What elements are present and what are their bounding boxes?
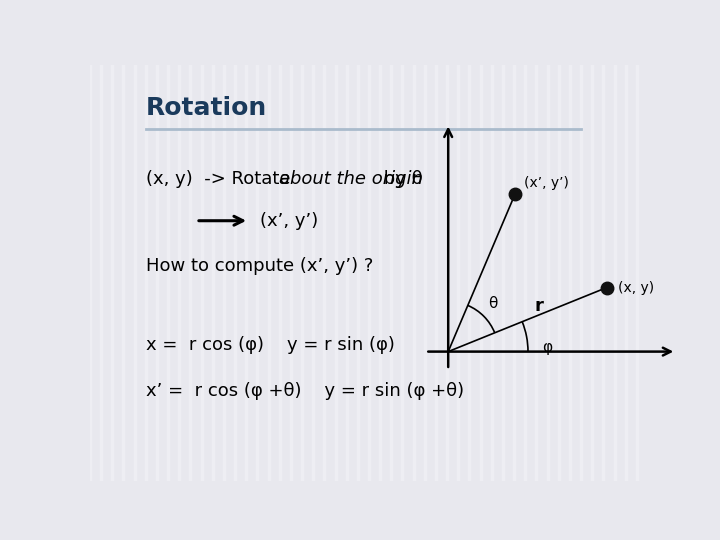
Text: φ: φ [541, 340, 552, 354]
Text: (x’, y’): (x’, y’) [524, 176, 569, 190]
Text: Rotation: Rotation [145, 97, 267, 120]
Text: (x, y)  -> Rotate: (x, y) -> Rotate [145, 170, 296, 188]
Text: about the origin: about the origin [279, 170, 423, 188]
Text: (x, y): (x, y) [618, 281, 654, 294]
Text: x =  r cos (φ)    y = r sin (φ): x = r cos (φ) y = r sin (φ) [145, 336, 395, 354]
Text: How to compute (x’, y’) ?: How to compute (x’, y’) ? [145, 258, 373, 275]
Text: x’ =  r cos (φ +θ)    y = r sin (φ +θ): x’ = r cos (φ +θ) y = r sin (φ +θ) [145, 382, 464, 400]
Text: r: r [535, 296, 544, 315]
Text: θ: θ [487, 296, 497, 311]
Text: by θ: by θ [378, 170, 423, 188]
Text: (x’, y’): (x’, y’) [260, 212, 318, 230]
